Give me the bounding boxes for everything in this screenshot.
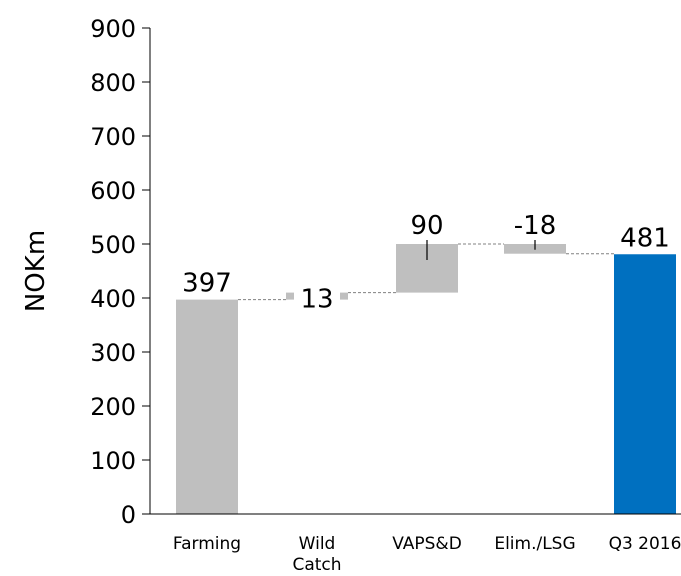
category-label: Q3 2016 (609, 534, 681, 554)
category-label: VAPS&D (392, 534, 462, 554)
y-tick-label: 200 (90, 393, 136, 421)
data-label: 481 (620, 223, 670, 253)
bar (176, 299, 238, 514)
connector-lines (238, 243, 614, 301)
data-labels: 397 13 90 -18 481 (182, 211, 670, 315)
category-label: Elim./LSG (494, 534, 575, 554)
bar (340, 292, 348, 300)
delta-markers (426, 240, 536, 260)
y-tick-label: 700 (90, 123, 136, 151)
data-label: -18 (514, 211, 556, 241)
y-tick-label: 500 (90, 231, 136, 259)
bar (614, 254, 676, 514)
bars (176, 244, 676, 514)
y-tick-label: 300 (90, 339, 136, 367)
category-label: Wild (299, 534, 336, 554)
data-label: 13 (300, 285, 333, 315)
y-tick-label: 100 (90, 447, 136, 475)
y-tick-label: 900 (90, 15, 136, 43)
y-axis-ticks: 0 100 200 300 400 500 600 700 800 900 (90, 15, 150, 529)
category-label: Farming (173, 534, 241, 554)
bar (286, 292, 294, 300)
category-label: Catch (292, 555, 341, 575)
y-tick-label: 600 (90, 177, 136, 205)
y-tick-label: 800 (90, 69, 136, 97)
data-label: 397 (182, 269, 232, 299)
y-tick-label: 400 (90, 285, 136, 313)
y-tick-label: 0 (121, 501, 136, 529)
data-label: 90 (410, 211, 443, 241)
y-axis-title: NOKm (21, 230, 51, 312)
